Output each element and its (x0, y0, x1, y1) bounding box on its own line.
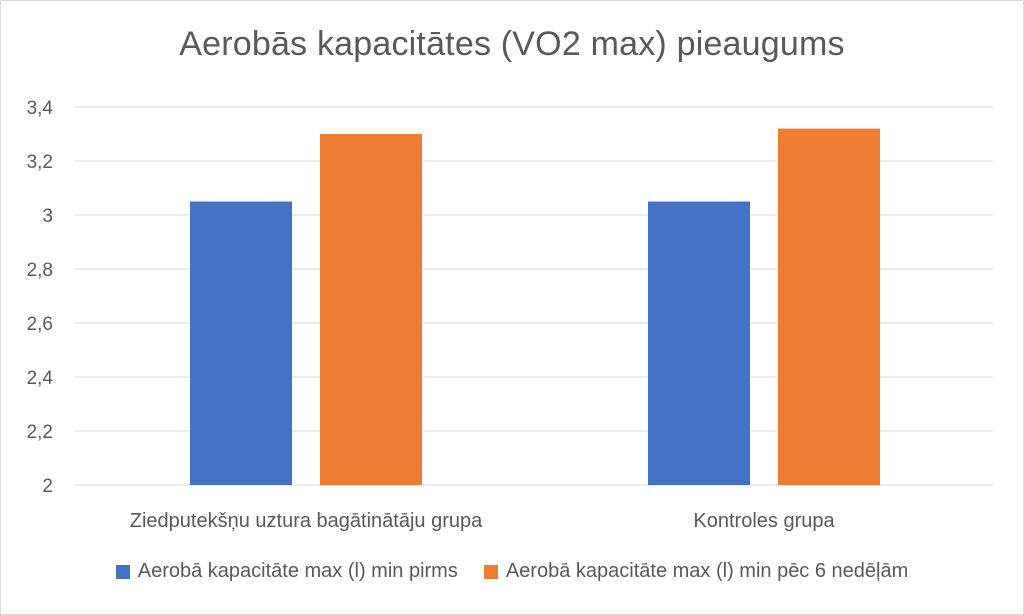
legend: Aerobā kapacitāte max (l) min pirms Aero… (1, 560, 1023, 583)
y-tick-label: 3,2 (27, 152, 53, 173)
y-tick-label: 3 (42, 206, 53, 227)
legend-label-after: Aerobā kapacitāte max (l) min pēc 6 nedē… (505, 560, 909, 582)
legend-swatch-before (115, 564, 130, 579)
y-tick-label: 2 (42, 476, 53, 497)
x-category-label: Kontroles grupa (693, 510, 835, 532)
y-tick-label: 2,8 (27, 260, 53, 281)
y-tick-label: 2,6 (27, 314, 53, 335)
legend-item-after: Aerobā kapacitāte max (l) min pēc 6 nedē… (483, 560, 909, 583)
bar-after-2 (778, 128, 880, 485)
y-tick-label: 2,4 (27, 368, 54, 389)
y-tick-label: 3,4 (27, 98, 54, 119)
bar-before-2 (648, 201, 750, 485)
chart-title: Aerobās kapacitātes (VO2 max) pieaugums (179, 25, 845, 63)
y-tick-label: 2,2 (27, 422, 53, 443)
legend-item-before: Aerobā kapacitāte max (l) min pirms (115, 560, 458, 583)
legend-swatch-after (483, 564, 498, 579)
bar-after-1 (320, 134, 422, 485)
bar-before-1 (190, 201, 292, 485)
x-category-label: Ziedputekšņu uztura bagātinātāju grupa (130, 510, 483, 532)
legend-label-before: Aerobā kapacitāte max (l) min pirms (137, 560, 458, 582)
